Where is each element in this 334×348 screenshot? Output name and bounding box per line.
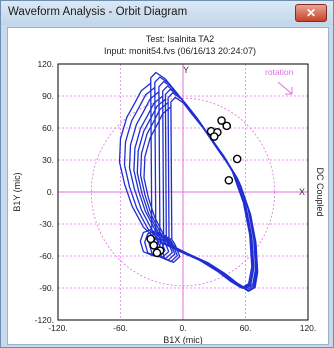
close-button[interactable]: ✕ — [295, 4, 327, 22]
y-tick-label: -120. — [35, 315, 54, 325]
y-tick-label: 0. — [47, 187, 54, 197]
y-tick-label: 90. — [42, 91, 54, 101]
rotation-label: rotation — [265, 67, 294, 77]
x-tick-label: -60. — [113, 323, 128, 333]
y-axis-marker-label: Y — [183, 65, 189, 75]
keyphasor-marker — [222, 121, 232, 131]
orbit-traces — [118, 71, 259, 292]
keyphasor-marker — [224, 175, 234, 185]
keyphasor-marker — [232, 154, 242, 164]
x-axis-title: B1X (mic) — [163, 335, 203, 344]
keyphasor-marker — [152, 248, 162, 258]
x-tick-label: 120. — [300, 323, 317, 333]
keyphasor-marker — [217, 116, 226, 125]
y-tick-label: 60. — [42, 123, 54, 133]
plot-frame — [57, 63, 309, 321]
tick-labels: -120. -60. 0. 60. 120. 120. 90. 60. 30. 0. -30. -60… — [35, 59, 317, 333]
orbit-trace — [128, 80, 255, 290]
x-tick-label: 0. — [179, 323, 186, 333]
y-tick-label: 120. — [37, 59, 54, 69]
y-axis-title: B1Y (mic) — [12, 172, 22, 211]
input-label: Input: monit54.fvs (06/16/13 20:24:07) — [104, 46, 256, 56]
keyphasor-marker — [149, 241, 159, 250]
plot-panel: Test: Isalnita TA2 Input: monit54.fvs (0… — [7, 27, 329, 345]
center-axes — [58, 64, 308, 320]
window-title: Waveform Analysis - Orbit Diagram — [8, 6, 188, 18]
y-tick-label: 30. — [42, 155, 54, 165]
keyphasor-markers — [146, 116, 242, 258]
x-axis-marker-label: X — [299, 187, 305, 197]
y-tick-label: -60. — [39, 251, 54, 261]
rotation-arrow-icon — [277, 81, 293, 95]
x-tick-label: 60. — [240, 323, 252, 333]
rotation-indicator: rotation — [265, 67, 294, 95]
y-tick-label: -90. — [39, 283, 54, 293]
orbit-chart: Test: Isalnita TA2 Input: monit54.fvs (0… — [12, 34, 325, 344]
title-bar[interactable]: Waveform Analysis - Orbit Diagram ✕ — [1, 1, 333, 25]
y-tick-label: -30. — [39, 219, 54, 229]
coupling-label: DC Coupled — [315, 167, 325, 216]
test-label: Test: Isalnita TA2 — [146, 34, 214, 44]
x-tick-label: -120. — [48, 323, 67, 333]
keyphasor-marker — [209, 132, 219, 141]
orbit-trace — [143, 96, 259, 292]
